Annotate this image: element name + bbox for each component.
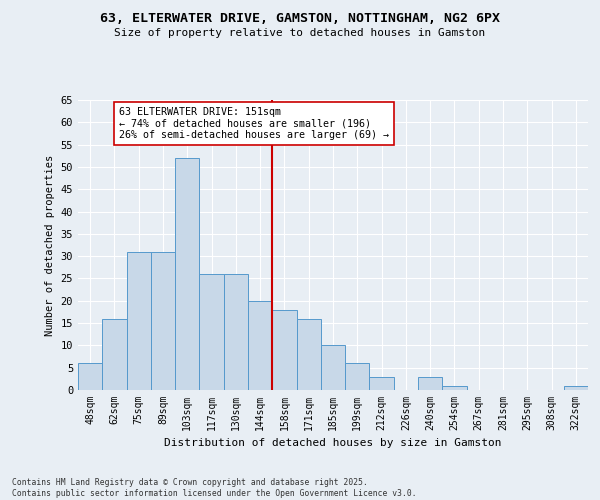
Bar — [175, 158, 199, 390]
Bar — [370, 376, 394, 390]
Bar — [296, 318, 321, 390]
Bar — [78, 363, 102, 390]
X-axis label: Distribution of detached houses by size in Gamston: Distribution of detached houses by size … — [164, 438, 502, 448]
Bar — [442, 386, 467, 390]
Bar — [151, 252, 175, 390]
Y-axis label: Number of detached properties: Number of detached properties — [45, 154, 55, 336]
Bar — [272, 310, 296, 390]
Bar — [248, 301, 272, 390]
Bar — [321, 346, 345, 390]
Bar — [345, 363, 370, 390]
Text: Size of property relative to detached houses in Gamston: Size of property relative to detached ho… — [115, 28, 485, 38]
Text: 63 ELTERWATER DRIVE: 151sqm
← 74% of detached houses are smaller (196)
26% of se: 63 ELTERWATER DRIVE: 151sqm ← 74% of det… — [119, 106, 389, 140]
Bar — [199, 274, 224, 390]
Bar — [418, 376, 442, 390]
Bar — [127, 252, 151, 390]
Bar — [102, 318, 127, 390]
Text: 63, ELTERWATER DRIVE, GAMSTON, NOTTINGHAM, NG2 6PX: 63, ELTERWATER DRIVE, GAMSTON, NOTTINGHA… — [100, 12, 500, 26]
Text: Contains HM Land Registry data © Crown copyright and database right 2025.
Contai: Contains HM Land Registry data © Crown c… — [12, 478, 416, 498]
Bar — [564, 386, 588, 390]
Bar — [224, 274, 248, 390]
